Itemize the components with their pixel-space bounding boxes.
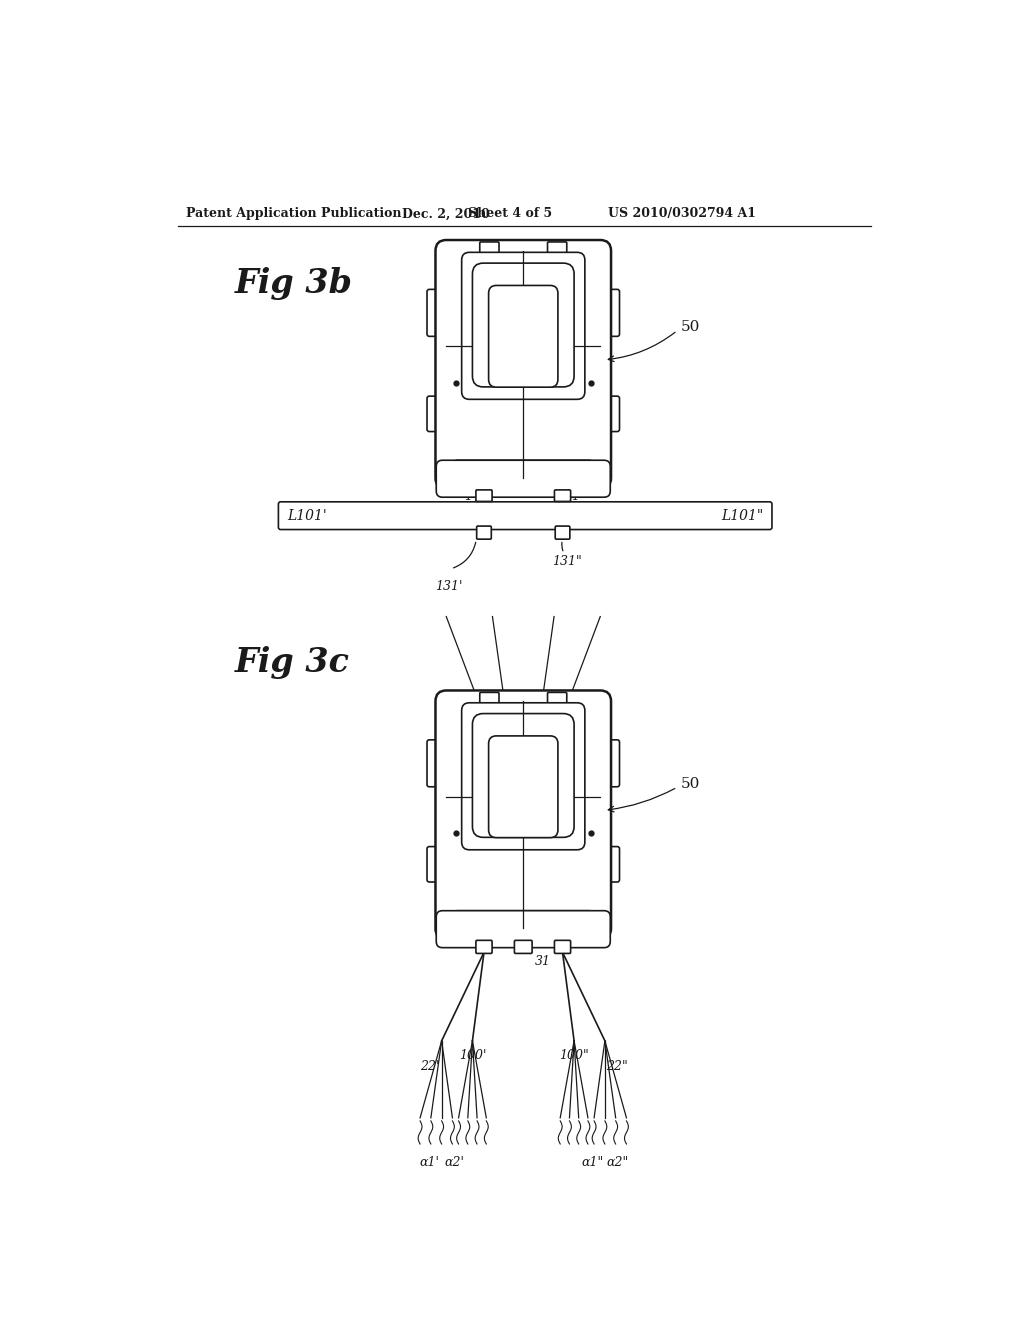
FancyBboxPatch shape (477, 527, 492, 539)
Text: 1": 1" (571, 490, 585, 503)
FancyBboxPatch shape (554, 490, 570, 502)
Text: 131": 131" (553, 554, 583, 568)
FancyBboxPatch shape (279, 502, 772, 529)
FancyBboxPatch shape (488, 737, 558, 838)
FancyBboxPatch shape (462, 252, 585, 400)
FancyBboxPatch shape (436, 461, 610, 498)
Text: 100": 100" (559, 1048, 589, 1061)
Text: 22': 22' (421, 1060, 439, 1073)
Text: 50: 50 (681, 321, 700, 334)
Text: L101": L101" (721, 508, 764, 523)
FancyBboxPatch shape (548, 693, 566, 705)
Text: α1": α1" (582, 1155, 604, 1168)
Text: 1": 1" (572, 927, 587, 940)
FancyBboxPatch shape (514, 940, 532, 953)
Text: α2": α2" (606, 1155, 629, 1168)
FancyBboxPatch shape (427, 739, 449, 787)
FancyBboxPatch shape (435, 240, 611, 488)
Text: 1': 1' (463, 927, 474, 940)
Text: α2': α2' (444, 1155, 464, 1168)
FancyBboxPatch shape (452, 461, 595, 496)
Text: Dec. 2, 2010: Dec. 2, 2010 (401, 207, 489, 220)
FancyBboxPatch shape (476, 490, 493, 502)
FancyBboxPatch shape (427, 846, 449, 882)
FancyBboxPatch shape (472, 714, 574, 837)
FancyBboxPatch shape (427, 289, 449, 337)
FancyBboxPatch shape (488, 285, 558, 387)
FancyBboxPatch shape (462, 702, 585, 850)
FancyBboxPatch shape (472, 263, 574, 387)
Text: 22": 22" (605, 1060, 628, 1073)
Text: Fig 3b: Fig 3b (234, 268, 352, 301)
FancyBboxPatch shape (436, 911, 610, 948)
Text: US 2010/0302794 A1: US 2010/0302794 A1 (608, 207, 756, 220)
Text: L1: L1 (519, 927, 536, 940)
FancyBboxPatch shape (554, 940, 570, 953)
FancyBboxPatch shape (598, 396, 620, 432)
FancyBboxPatch shape (548, 242, 566, 255)
Text: α1': α1' (420, 1155, 439, 1168)
Text: 1': 1' (464, 490, 475, 503)
Text: 100': 100' (459, 1048, 486, 1061)
FancyBboxPatch shape (427, 396, 449, 432)
Text: 50: 50 (681, 777, 700, 791)
FancyBboxPatch shape (598, 846, 620, 882)
Text: Patent Application Publication: Patent Application Publication (186, 207, 401, 220)
FancyBboxPatch shape (480, 693, 499, 705)
Text: L101': L101' (287, 508, 327, 523)
FancyBboxPatch shape (598, 739, 620, 787)
Text: 31: 31 (535, 954, 551, 968)
FancyBboxPatch shape (598, 289, 620, 337)
FancyBboxPatch shape (480, 242, 499, 255)
FancyBboxPatch shape (435, 690, 611, 940)
FancyBboxPatch shape (452, 911, 595, 946)
FancyBboxPatch shape (476, 940, 493, 953)
Text: Fig 3c: Fig 3c (234, 647, 349, 680)
FancyBboxPatch shape (555, 527, 569, 539)
Text: 131': 131' (435, 581, 463, 594)
Text: Sheet 4 of 5: Sheet 4 of 5 (468, 207, 552, 220)
